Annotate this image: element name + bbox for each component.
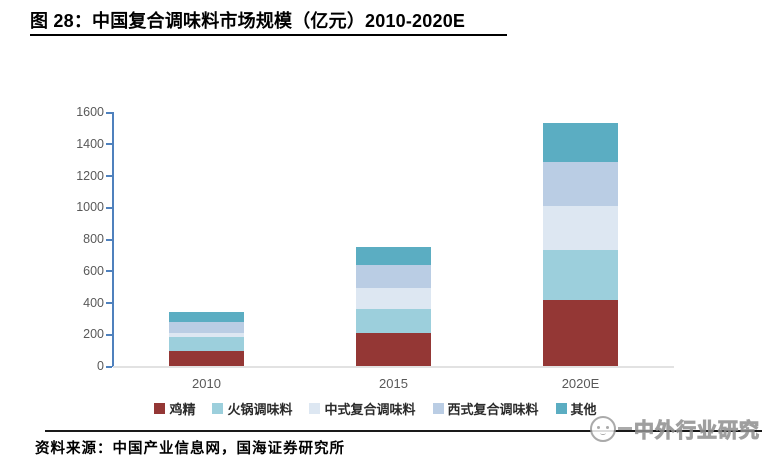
- bar-2020E-segment: [543, 250, 618, 300]
- bar-2010-segment: [169, 312, 244, 323]
- legend-swatch: [212, 403, 224, 414]
- y-tick-mark: [106, 175, 112, 177]
- y-tick-label: 0: [97, 359, 104, 373]
- bar-2010-segment: [169, 322, 244, 333]
- legend-swatch: [154, 403, 166, 414]
- y-tick-label: 1600: [76, 105, 104, 119]
- footer-divider: [45, 430, 762, 432]
- chart-legend: 鸡精 火锅调味料 中式复合调味料 西式复合调味料 其他: [95, 399, 656, 418]
- legend-label: 火锅调味料: [227, 402, 293, 417]
- bar-2015-segment: [356, 308, 431, 333]
- bar-2020E-segment: [543, 206, 618, 251]
- y-tick-mark: [106, 270, 112, 273]
- x-axis: [113, 366, 674, 368]
- bar-2020E-segment: [543, 123, 618, 163]
- y-tick-mark: [106, 365, 112, 368]
- watermark-dash: [618, 427, 632, 430]
- plot-area: [113, 112, 674, 366]
- legend-label: 西式复合调味料: [447, 402, 539, 417]
- legend-swatch: [555, 403, 567, 414]
- bar-2015-segment: [356, 246, 431, 266]
- legend-swatch: [309, 403, 321, 414]
- y-tick-label: 1000: [76, 200, 104, 215]
- y-tick-label: 800: [83, 232, 104, 246]
- y-tick-label: 200: [83, 327, 104, 342]
- y-tick-mark: [106, 238, 112, 241]
- legend-item: 火锅调味料: [212, 399, 292, 418]
- title-underline: [30, 34, 507, 36]
- bar-2010-segment: [169, 332, 244, 338]
- bar-2020E-segment: [543, 162, 618, 207]
- bar-2015: [356, 246, 431, 366]
- figure-title: 图 28：中国复合调味料市场规模（亿元）2010-2020E: [30, 11, 466, 31]
- y-axis: [112, 112, 114, 367]
- legend-item: 中式复合调味料: [309, 399, 416, 418]
- x-tick-label: 2020E: [561, 376, 600, 391]
- legend-item: 鸡精: [154, 399, 195, 418]
- legend-swatch: [432, 403, 444, 414]
- x-tick-label: 2015: [379, 376, 408, 391]
- bar-2020E-segment: [543, 299, 618, 366]
- y-tick-mark: [106, 143, 112, 146]
- panda-face-icon: [590, 415, 616, 442]
- y-tick-label: 600: [83, 263, 104, 278]
- bar-2015-segment: [356, 288, 431, 309]
- y-tick-label: 400: [83, 295, 104, 310]
- watermark: 中外行业研究: [590, 414, 760, 443]
- y-tick-mark: [106, 206, 112, 209]
- y-tick-label: 1400: [76, 136, 104, 151]
- legend-label: 鸡精: [169, 402, 196, 417]
- legend-item: 其他: [555, 399, 597, 418]
- legend-label: 中式复合调味料: [324, 402, 416, 417]
- bar-2020E: [543, 123, 618, 366]
- x-tick-label: 2010: [192, 376, 221, 391]
- bar-2010: [169, 312, 244, 366]
- y-tick-mark: [106, 111, 112, 114]
- y-tick-mark: [106, 302, 112, 304]
- y-tick-label: 1200: [76, 168, 104, 183]
- watermark-text: 中外行业研究: [634, 420, 760, 443]
- stacked-bar-chart: 0 200 400 600 800 1000 1200 1400 1600 2010 2015 20…: [0, 105, 762, 422]
- bar-2010-segment: [169, 337, 244, 351]
- legend-label: 其他: [570, 402, 597, 417]
- bar-2010-segment: [169, 350, 244, 366]
- y-tick-mark: [106, 333, 112, 336]
- source-note: 资料来源：中国产业信息网，国海证券研究所: [35, 440, 345, 457]
- legend-item: 西式复合调味料: [432, 399, 539, 418]
- bar-2015-segment: [356, 332, 431, 366]
- bar-2015-segment: [356, 265, 431, 289]
